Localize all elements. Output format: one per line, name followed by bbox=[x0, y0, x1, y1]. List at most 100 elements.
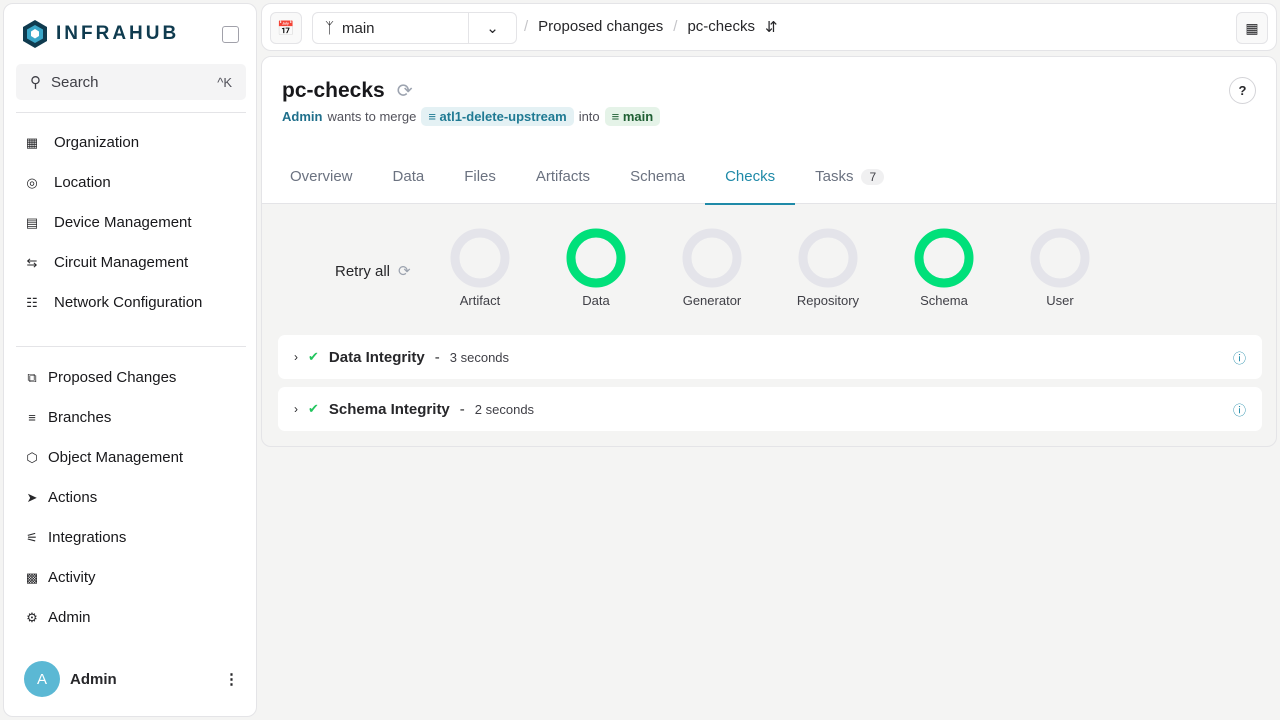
check-row[interactable]: › ✔ Schema Integrity -2 seconds ⓘ bbox=[278, 387, 1262, 431]
check-summary-generator[interactable]: Generator bbox=[654, 227, 770, 308]
breadcrumb: / Proposed changes / pc-checks ⇵ bbox=[524, 18, 778, 36]
search-label: Search bbox=[51, 73, 99, 91]
server-icon: ▤ bbox=[25, 214, 39, 230]
donut-chart bbox=[450, 228, 510, 288]
info-icon[interactable]: ⓘ bbox=[1232, 350, 1246, 366]
user-menu[interactable]: A Admin ⋮ bbox=[24, 661, 239, 697]
network-icon: ☷ bbox=[26, 294, 38, 310]
donut-chart bbox=[798, 228, 858, 288]
sidebar-item-network-configuration[interactable]: ☷ Network Configuration bbox=[24, 294, 202, 311]
building-icon: ▦ bbox=[25, 134, 39, 150]
check-summary-schema[interactable]: Schema bbox=[886, 227, 1002, 308]
app-name: INFRAHUB bbox=[56, 23, 180, 44]
into-text: into bbox=[578, 109, 600, 124]
donut-chart bbox=[1030, 228, 1090, 288]
donut-success-arc bbox=[914, 228, 974, 288]
donut-label: Schema bbox=[920, 293, 968, 308]
gear-icon: ⚙ bbox=[26, 609, 38, 625]
user-name: Admin bbox=[70, 670, 117, 688]
cube-icon: ⬡ bbox=[26, 449, 38, 465]
check-summary-artifact[interactable]: Artifact bbox=[422, 227, 538, 308]
check-duration: 2 seconds bbox=[474, 401, 535, 417]
avatar: A bbox=[24, 661, 60, 697]
chevron-right-icon[interactable]: › bbox=[294, 350, 298, 364]
source-branch-badge[interactable]: ≡ atl1-delete-upstream bbox=[421, 107, 574, 126]
sidebar-item-admin[interactable]: ⚙ Admin bbox=[24, 609, 90, 626]
donut-label: Repository bbox=[796, 293, 860, 308]
check-duration: 3 seconds bbox=[449, 349, 510, 365]
logo[interactable]: INFRAHUB bbox=[22, 19, 179, 49]
donut-chart bbox=[914, 228, 974, 288]
tasks-count-badge: 7 bbox=[861, 168, 885, 185]
divider bbox=[16, 346, 246, 347]
tab-tasks[interactable]: Tasks 7 bbox=[795, 149, 904, 204]
help-button[interactable]: ? bbox=[1229, 77, 1256, 104]
search-button[interactable]: ⚲ Search ^K bbox=[16, 64, 246, 100]
layers-icon: ≡ bbox=[28, 410, 36, 425]
check-circle-icon: ✔ bbox=[308, 349, 319, 364]
apps-button[interactable]: ▦ bbox=[1236, 12, 1268, 44]
target-branch-badge[interactable]: ≡ main bbox=[604, 107, 661, 126]
info-icon[interactable]: ⓘ bbox=[1232, 402, 1246, 418]
donut-label: Data bbox=[582, 293, 610, 308]
sidebar-item-circuit-management[interactable]: ⇆ Circuit Management bbox=[24, 254, 189, 271]
git-branch-icon: ᛉ bbox=[325, 19, 335, 37]
rocket-icon: ➤ bbox=[26, 489, 38, 505]
tab-overview[interactable]: Overview bbox=[290, 168, 353, 185]
plug-icon: ⚟ bbox=[26, 529, 38, 545]
refresh-icon: ⟳ bbox=[398, 263, 411, 280]
search-shortcut: ^K bbox=[217, 74, 232, 90]
retry-all-button[interactable]: Retry all ⟳ bbox=[335, 262, 411, 281]
sidebar-item-integrations[interactable]: ⚟ Integrations bbox=[24, 529, 126, 546]
chevron-down-icon[interactable]: ⌄ bbox=[468, 13, 516, 43]
tab-data[interactable]: Data bbox=[392, 168, 425, 185]
proposed-change-panel: pc-checks ⟳ Admin wants to merge ≡ atl1-d… bbox=[261, 56, 1277, 447]
time-travel-button[interactable]: 📅 bbox=[270, 12, 302, 44]
divider bbox=[16, 112, 246, 113]
chevron-right-icon[interactable]: › bbox=[294, 402, 298, 416]
donut-chart bbox=[682, 228, 742, 288]
donut-label: User bbox=[1046, 293, 1074, 308]
check-name: Data Integrity bbox=[328, 348, 425, 366]
sidebar-item-object-management[interactable]: ⬡ Object Management bbox=[24, 449, 183, 466]
sidebar-item-organization[interactable]: ▦ Organization bbox=[25, 134, 140, 151]
branch-selector[interactable]: ᛉ main ⌄ bbox=[312, 12, 517, 44]
tab-schema[interactable]: Schema bbox=[630, 168, 686, 185]
chart-icon: ▩ bbox=[25, 569, 39, 585]
breadcrumb-current[interactable]: pc-checks bbox=[687, 18, 755, 35]
map-pin-icon: ◎ bbox=[26, 174, 38, 190]
page-title: pc-checks bbox=[282, 79, 385, 102]
donut-label: Generator bbox=[682, 293, 742, 308]
topbar: 📅 ᛉ main ⌄ / Proposed changes / pc-checks… bbox=[261, 3, 1277, 51]
collapse-sidebar-icon[interactable] bbox=[222, 26, 239, 43]
search-icon: ⚲ bbox=[30, 74, 41, 91]
tab-artifacts[interactable]: Artifacts bbox=[535, 168, 591, 185]
check-summary-repository[interactable]: Repository bbox=[770, 227, 886, 308]
more-options-icon[interactable]: ⋮ bbox=[224, 671, 239, 688]
branch-name: main bbox=[342, 19, 375, 37]
sidebar-item-activity[interactable]: ▩ Activity bbox=[25, 569, 96, 586]
sidebar-item-location[interactable]: ◎ Location bbox=[24, 174, 110, 191]
infrahub-logo-icon bbox=[23, 20, 47, 48]
sidebar-item-proposed-changes[interactable]: ⧉ Proposed Changes bbox=[24, 369, 176, 386]
sidebar-item-branches[interactable]: ≡ Branches bbox=[24, 409, 111, 426]
chevron-up-down-icon[interactable]: ⇵ bbox=[764, 19, 778, 36]
apps-icon: ▦ bbox=[1245, 19, 1259, 36]
check-name: Schema Integrity bbox=[328, 400, 450, 418]
author: Admin bbox=[282, 109, 323, 124]
check-summary-user[interactable]: User bbox=[1002, 227, 1118, 308]
breadcrumb-proposed-changes[interactable]: Proposed changes bbox=[538, 18, 664, 35]
sidebar-item-device-management[interactable]: ▤ Device Management bbox=[25, 214, 192, 231]
sidebar-item-actions[interactable]: ➤ Actions bbox=[24, 489, 98, 506]
tab-checks[interactable]: Checks bbox=[705, 149, 796, 205]
tabs: Overview Data Files Artifacts Schema Checks Ta… bbox=[262, 149, 904, 205]
proposed-changes-icon: ⧉ bbox=[27, 369, 37, 385]
check-row[interactable]: › ✔ Data Integrity -3 seconds ⓘ bbox=[278, 335, 1262, 379]
tab-files[interactable]: Files bbox=[464, 168, 496, 185]
donut-label: Artifact bbox=[459, 293, 501, 308]
refresh-icon[interactable]: ⟳ bbox=[396, 80, 413, 102]
circuit-icon: ⇆ bbox=[26, 254, 38, 270]
check-summary-data[interactable]: Data bbox=[538, 227, 654, 308]
sidebar: INFRAHUB ⚲ Search ^K ▦ Organization ◎ Locat… bbox=[3, 3, 257, 717]
calendar-clock-icon: 📅 bbox=[277, 19, 295, 36]
